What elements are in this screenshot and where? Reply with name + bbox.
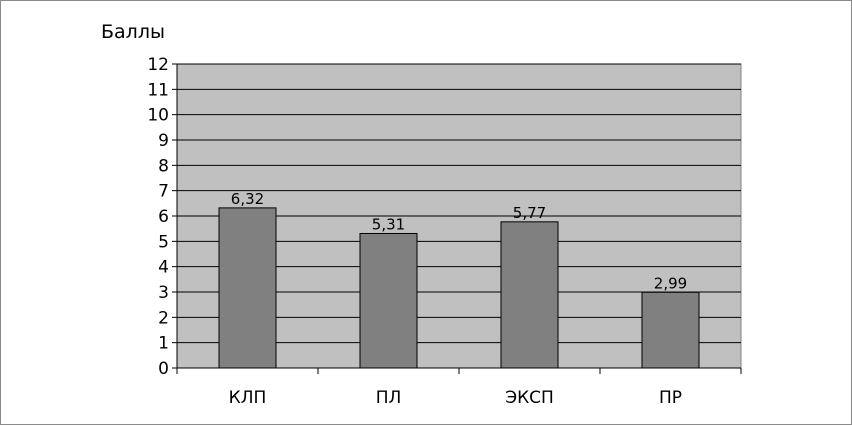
y-tick-label: 0 <box>158 359 169 379</box>
y-axis-title: Баллы <box>101 21 165 43</box>
data-label: 2,99 <box>654 274 687 292</box>
bar <box>359 232 418 369</box>
y-tick-label: 3 <box>158 283 169 303</box>
y-tick-label: 10 <box>147 106 169 126</box>
y-tick-label: 9 <box>158 131 169 151</box>
y-tick-label: 2 <box>158 308 169 328</box>
y-tick-label: 5 <box>158 232 169 252</box>
data-label: 6,32 <box>231 190 264 208</box>
bar <box>641 291 700 369</box>
y-tick-label: 7 <box>158 182 169 202</box>
bars <box>218 207 700 369</box>
x-axis-labels: КЛП ПЛ ЭКСП ПР <box>229 388 682 408</box>
y-tick-label: 12 <box>147 55 169 75</box>
x-tick-label: ПЛ <box>376 388 402 408</box>
y-tick-label: 4 <box>158 258 169 278</box>
data-label: 5,77 <box>513 204 546 222</box>
data-labels: 6,32 5,31 5,77 2,99 <box>231 190 687 292</box>
x-tick-label: ПР <box>659 388 682 408</box>
x-tick-label: ЭКСП <box>505 388 554 408</box>
y-tick-label: 1 <box>158 334 169 354</box>
bar <box>500 221 559 369</box>
x-tick-label: КЛП <box>229 388 267 408</box>
y-tick-label: 8 <box>158 156 169 176</box>
bar <box>218 207 277 369</box>
y-tick-label: 6 <box>158 207 169 227</box>
y-tick-label: 11 <box>147 80 169 100</box>
data-label: 5,31 <box>372 215 405 233</box>
